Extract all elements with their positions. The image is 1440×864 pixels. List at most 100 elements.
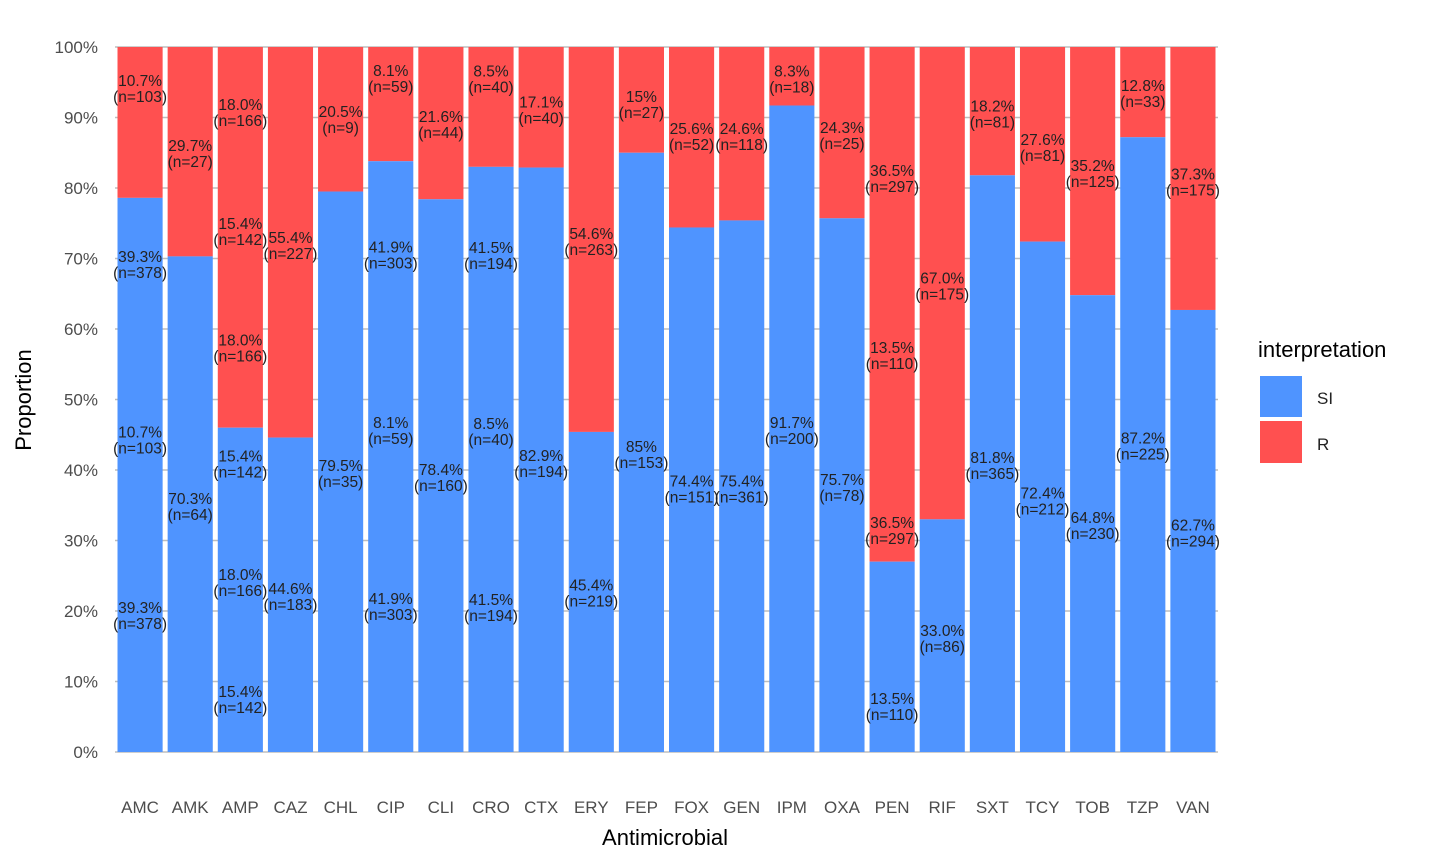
data-label: 24.3% [820, 120, 864, 137]
data-label: 91.7% [770, 415, 814, 432]
data-label-count: (n=303) [364, 607, 418, 624]
bar-si-rif [919, 519, 965, 752]
data-label-count: (n=103) [113, 89, 167, 106]
x-tick-label: FEP [625, 798, 658, 817]
data-label-count: (n=18) [769, 80, 814, 97]
x-tick-label: CRO [472, 798, 510, 817]
bar-r-oxa [819, 47, 865, 219]
y-tick-label: 0% [73, 743, 98, 762]
data-label-count: (n=40) [468, 80, 513, 97]
bar-si-cli [418, 199, 464, 752]
x-axis-title: Antimicrobial [602, 825, 728, 850]
data-label-count: (n=297) [865, 531, 919, 548]
data-label-count: (n=194) [464, 608, 518, 625]
bar-si-pen [869, 561, 915, 752]
data-label-count: (n=81) [970, 114, 1015, 131]
data-label-count: (n=151) [665, 489, 719, 506]
data-label: 75.4% [720, 473, 764, 490]
data-label-count: (n=378) [113, 265, 167, 282]
y-tick-label: 80% [64, 179, 98, 198]
bar-r-tzp [1120, 47, 1166, 138]
bar-r-gen [719, 47, 765, 221]
data-label: 24.6% [720, 121, 764, 138]
data-label: 12.8% [1121, 78, 1165, 95]
data-label: 45.4% [569, 578, 613, 595]
bar-r-pen [869, 47, 915, 562]
data-label: 36.5% [870, 515, 914, 532]
bar-r-caz [267, 47, 314, 438]
data-label-count: (n=212) [1016, 501, 1070, 518]
data-label-count: (n=200) [765, 431, 819, 448]
data-label: 70.3% [168, 491, 212, 508]
legend-label-r: R [1317, 435, 1329, 454]
data-label-count: (n=219) [564, 594, 618, 611]
data-label: 8.1% [373, 415, 409, 432]
data-label: 39.3% [118, 249, 162, 266]
data-label-count: (n=78) [819, 488, 864, 505]
data-label: 37.3% [1171, 167, 1215, 184]
bar-r-chl [318, 47, 364, 192]
data-label: 18.0% [218, 567, 262, 584]
bar-si-caz [267, 437, 314, 752]
bar-si-ipm [769, 105, 815, 752]
bar-si-fep [618, 152, 664, 752]
bar-si-amk [167, 256, 213, 752]
data-label: 36.5% [870, 163, 914, 180]
data-label-count: (n=294) [1166, 534, 1220, 551]
bar-r-ery [568, 47, 614, 432]
data-label: 21.6% [419, 109, 463, 126]
x-tick-label: SXT [976, 798, 1009, 817]
data-label: 55.4% [269, 230, 313, 247]
data-label-count: (n=33) [1120, 94, 1165, 111]
data-label: 15% [626, 89, 657, 106]
bar-r-fox [669, 47, 715, 228]
data-label: 81.8% [970, 450, 1014, 467]
data-label-count: (n=230) [1066, 526, 1120, 543]
y-tick-label: 30% [64, 532, 98, 551]
data-label: 18.0% [218, 332, 262, 349]
y-tick-label: 60% [64, 320, 98, 339]
bar-r-fep [618, 47, 664, 153]
data-label-count: (n=153) [615, 455, 669, 472]
bar-si-chl [318, 191, 364, 752]
data-label: 62.7% [1171, 518, 1215, 535]
data-label: 8.3% [774, 64, 810, 81]
bar-r-van [1170, 47, 1216, 310]
y-tick-label: 40% [64, 461, 98, 480]
bar-si-tzp [1120, 137, 1166, 753]
data-label-count: (n=59) [368, 431, 413, 448]
x-tick-label: CTX [524, 798, 558, 817]
bar-r-tcy [1019, 47, 1066, 242]
data-label-count: (n=64) [168, 507, 213, 524]
data-label: 67.0% [920, 270, 964, 287]
data-label: 85% [626, 439, 657, 456]
data-label: 29.7% [168, 138, 212, 155]
x-tick-label: CAZ [273, 798, 307, 817]
bar-si-ctx [518, 167, 564, 752]
data-label-count: (n=183) [264, 597, 318, 614]
bar-r-amk [167, 47, 213, 257]
data-label: 8.1% [373, 63, 409, 80]
y-tick-label: 100% [55, 38, 98, 57]
x-tick-label: VAN [1176, 798, 1210, 817]
bar-si-amp [217, 427, 263, 752]
data-label-count: (n=110) [866, 356, 919, 373]
x-tick-label: OXA [824, 798, 861, 817]
data-label: 13.5% [870, 340, 914, 357]
bar-r-ipm [769, 47, 815, 106]
data-label-count: (n=142) [213, 700, 267, 717]
x-tick-label: CHL [324, 798, 358, 817]
bar-si-gen [719, 220, 765, 752]
data-label: 33.0% [920, 623, 964, 640]
x-tick-label: TZP [1127, 798, 1159, 817]
data-label-count: (n=103) [113, 441, 167, 458]
data-labels: 10.7%(n=103)39.3%(n=378)10.7%(n=103)39.3… [113, 63, 1220, 724]
y-axis-title: Proportion [11, 349, 36, 451]
bar-r-amp [217, 47, 263, 428]
data-label-count: (n=44) [418, 125, 463, 142]
data-label-count: (n=361) [715, 489, 769, 506]
x-tick-label: TOB [1075, 798, 1110, 817]
x-tick-label: AMC [121, 798, 159, 817]
bar-si-tcy [1019, 241, 1066, 752]
data-label: 64.8% [1071, 510, 1115, 527]
